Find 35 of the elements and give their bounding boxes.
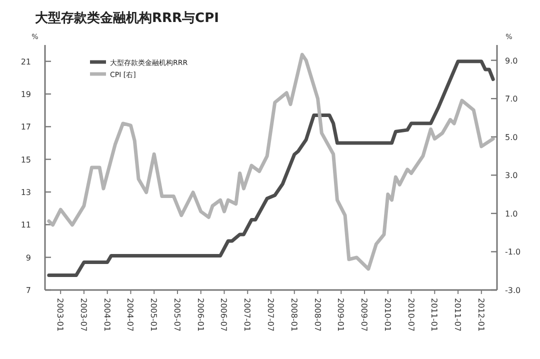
y-tick-label: 9 <box>26 253 31 262</box>
x-tick-label: 2008-01 <box>289 298 298 332</box>
x-tick-label: 2003-01 <box>56 298 65 332</box>
y-tick-label: 11 <box>20 220 31 230</box>
y-tick-label: 13 <box>20 188 31 197</box>
x-tick-label: 2009-01 <box>336 298 346 332</box>
x-tick-label: 2012-01 <box>476 298 486 332</box>
x-tick-label: 2007-01 <box>242 298 252 332</box>
x-tick-label: 2006-07 <box>219 298 228 332</box>
x-tick-label: 2010-01 <box>382 298 392 332</box>
x-tick-label: 2010-07 <box>406 298 416 332</box>
x-tick-label: 2004-07 <box>126 298 135 332</box>
y-tick-label: 21 <box>20 57 31 66</box>
y2-tick-label: 3.0 <box>505 171 518 180</box>
x-tick-label: 2009-07 <box>360 298 369 332</box>
x-tick-label: 2011-01 <box>430 298 439 332</box>
y-tick-label: 19 <box>20 90 31 99</box>
y2-tick-label: 7.0 <box>505 94 518 104</box>
y2-tick-label: 5.0 <box>505 132 518 142</box>
y2-tick-label: -1.0 <box>505 248 521 257</box>
y2-tick-label: 9.0 <box>505 56 518 66</box>
y-tick-label: 17 <box>20 122 31 132</box>
x-tick-label: 2005-07 <box>172 298 182 332</box>
y-tick-label: 15 <box>20 155 31 164</box>
x-tick-label: 2011-07 <box>453 298 462 332</box>
x-tick-label: 2005-01 <box>149 298 158 332</box>
x-tick-label: 2006-01 <box>196 298 205 332</box>
y2-tick-label: 1.0 <box>505 209 518 218</box>
x-tick-label: 2003-07 <box>78 298 88 332</box>
y-tick-label: 7 <box>26 286 31 295</box>
y2-tick-label: -3.0 <box>505 286 521 295</box>
x-tick-label: 2008-07 <box>312 298 322 332</box>
x-tick-label: 2004-01 <box>102 298 112 332</box>
chart-title: 大型存款类金融机构RRR与CPI <box>35 11 219 26</box>
x-tick-label: 2007-07 <box>266 298 275 332</box>
